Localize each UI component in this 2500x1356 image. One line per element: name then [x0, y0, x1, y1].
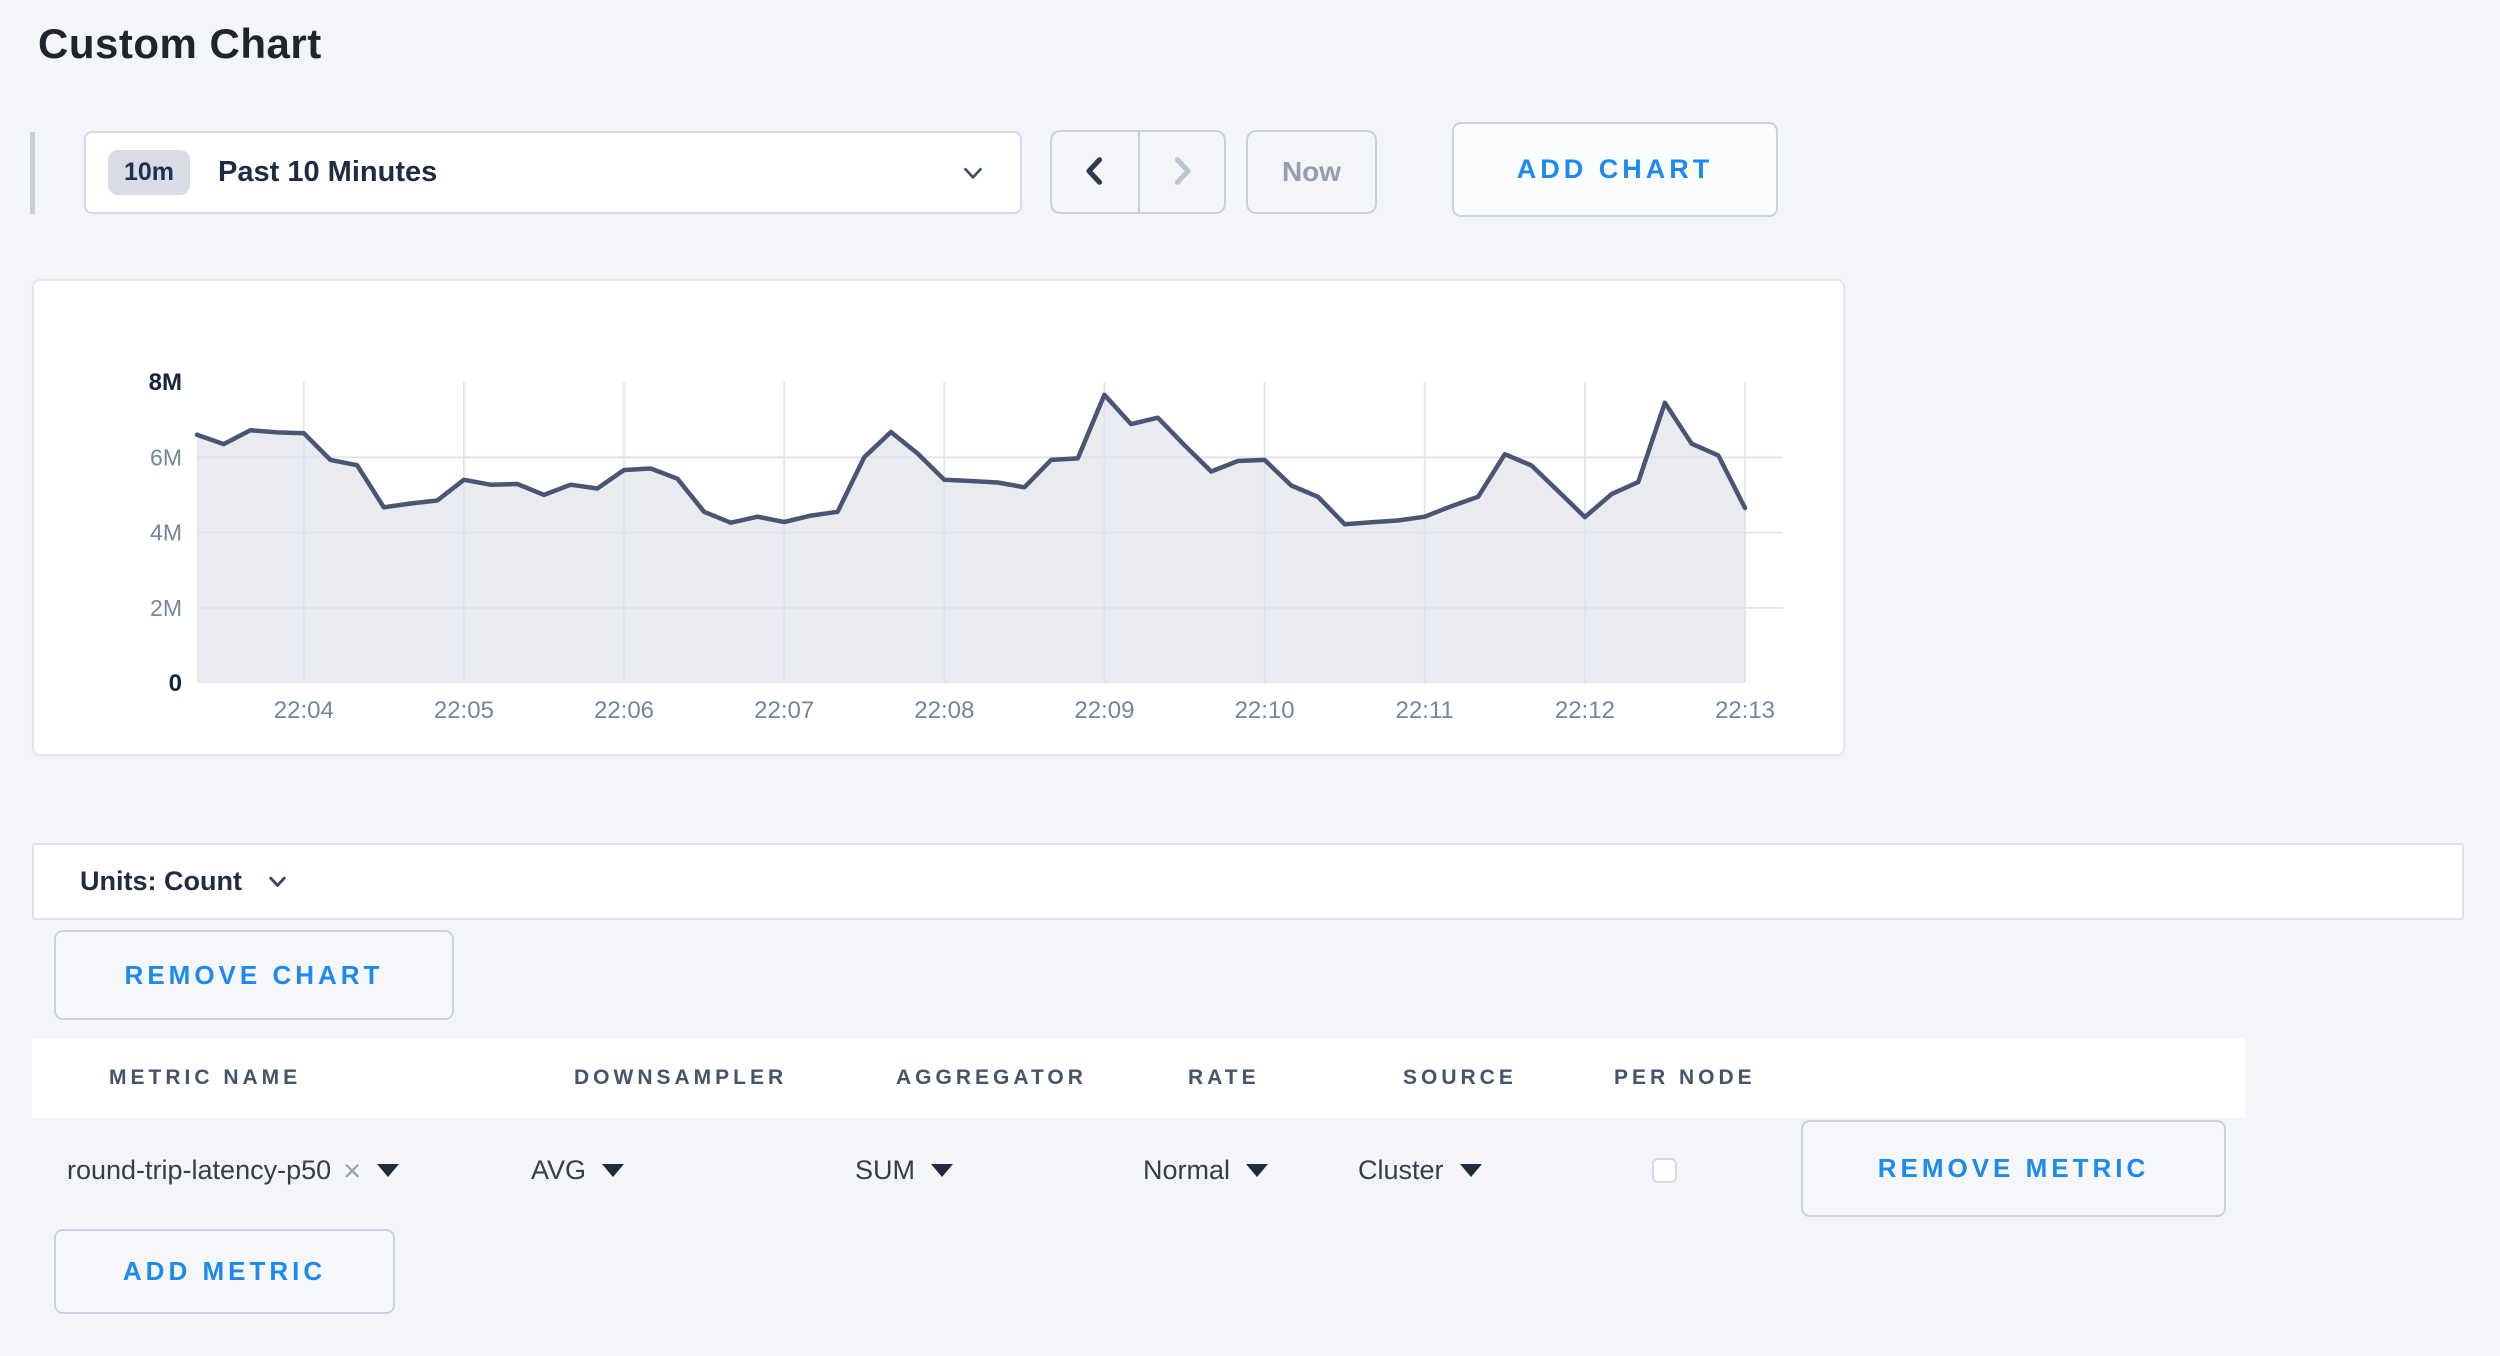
aggregator-dropdown[interactable]: SUM	[855, 1130, 953, 1210]
chevron-down-icon	[264, 868, 291, 895]
caret-down-icon	[1459, 1163, 1482, 1177]
header-source: SOURCE	[1403, 1066, 1517, 1089]
rate-dropdown[interactable]: Normal	[1143, 1130, 1269, 1210]
now-button[interactable]: Now	[1246, 130, 1377, 214]
chevron-down-icon	[958, 158, 988, 188]
chart-area	[197, 394, 1745, 683]
add-metric-button[interactable]: ADD METRIC	[54, 1229, 395, 1314]
table-row: round-trip-latency-p50 × AVG SUM Normal …	[0, 1130, 2500, 1210]
header-rate: RATE	[1188, 1066, 1260, 1089]
add-chart-button[interactable]: ADD CHART	[1452, 122, 1778, 217]
time-window-badge: 10m	[108, 150, 191, 195]
svg-text:22:08: 22:08	[914, 697, 974, 724]
chevron-right-icon	[1164, 153, 1200, 192]
svg-text:22:10: 22:10	[1235, 697, 1295, 724]
metric-name-value: round-trip-latency-p50	[67, 1154, 332, 1185]
caret-down-icon	[602, 1163, 625, 1177]
source-value: Cluster	[1358, 1154, 1444, 1185]
remove-metric-button[interactable]: REMOVE METRIC	[1801, 1120, 2226, 1217]
time-window-label: Past 10 Minutes	[218, 156, 438, 188]
aggregator-value: SUM	[855, 1154, 915, 1185]
chart-grid	[197, 382, 1783, 683]
svg-text:22:09: 22:09	[1074, 697, 1134, 724]
chart-card: 8M 6M 4M 2M 0 22:04 22:05 22:06 22:07 22:08 22:09 2…	[32, 279, 1845, 756]
downsampler-value: AVG	[531, 1154, 587, 1185]
metrics-table-header: METRIC NAME DOWNSAMPLER AGGREGATOR RATE …	[32, 1038, 2245, 1118]
units-dropdown[interactable]: Units: Count	[32, 843, 2464, 920]
chevron-left-icon	[1077, 153, 1113, 192]
rate-value: Normal	[1143, 1154, 1231, 1185]
chart-y-labels: 8M 6M 4M 2M 0	[149, 369, 182, 697]
remove-chart-button[interactable]: REMOVE CHART	[54, 930, 454, 1020]
chart-x-labels: 22:04 22:05 22:06 22:07 22:08 22:09 22:10 22:11…	[274, 697, 1775, 724]
step-forward-button[interactable]	[1138, 132, 1224, 212]
svg-text:22:13: 22:13	[1715, 697, 1775, 724]
svg-text:22:11: 22:11	[1396, 697, 1454, 724]
svg-text:22:07: 22:07	[754, 697, 814, 724]
caret-down-icon	[931, 1163, 953, 1177]
time-step-button-group	[1050, 130, 1226, 214]
header-downsampler: DOWNSAMPLER	[574, 1066, 788, 1089]
header-aggregator: AGGREGATOR	[896, 1066, 1087, 1089]
svg-text:22:04: 22:04	[274, 697, 334, 724]
step-back-button[interactable]	[1052, 132, 1138, 212]
units-label: Units: Count	[80, 866, 242, 896]
chart-line	[194, 392, 1748, 527]
toolbar-accent-divider	[30, 132, 35, 214]
metric-name-dropdown[interactable]: round-trip-latency-p50 ×	[67, 1130, 400, 1210]
caret-down-icon	[377, 1163, 400, 1177]
clear-metric-icon[interactable]: ×	[343, 1152, 362, 1188]
source-dropdown[interactable]: Cluster	[1358, 1130, 1482, 1210]
per-node-checkbox[interactable]	[1652, 1158, 1677, 1183]
svg-text:22:06: 22:06	[594, 697, 654, 724]
svg-text:6M: 6M	[150, 444, 182, 470]
time-range-select[interactable]: 10m Past 10 Minutes	[84, 131, 1022, 214]
header-metric-name: METRIC NAME	[109, 1066, 302, 1089]
svg-text:2M: 2M	[150, 595, 182, 621]
downsampler-dropdown[interactable]: AVG	[531, 1130, 625, 1210]
page-title: Custom Chart	[38, 20, 322, 67]
header-per-node: PER NODE	[1614, 1066, 1756, 1089]
caret-down-icon	[1246, 1163, 1269, 1177]
svg-text:22:05: 22:05	[434, 697, 494, 724]
svg-text:8M: 8M	[149, 369, 182, 396]
svg-text:22:12: 22:12	[1555, 697, 1615, 724]
svg-text:0: 0	[169, 670, 182, 697]
svg-text:4M: 4M	[150, 520, 182, 546]
